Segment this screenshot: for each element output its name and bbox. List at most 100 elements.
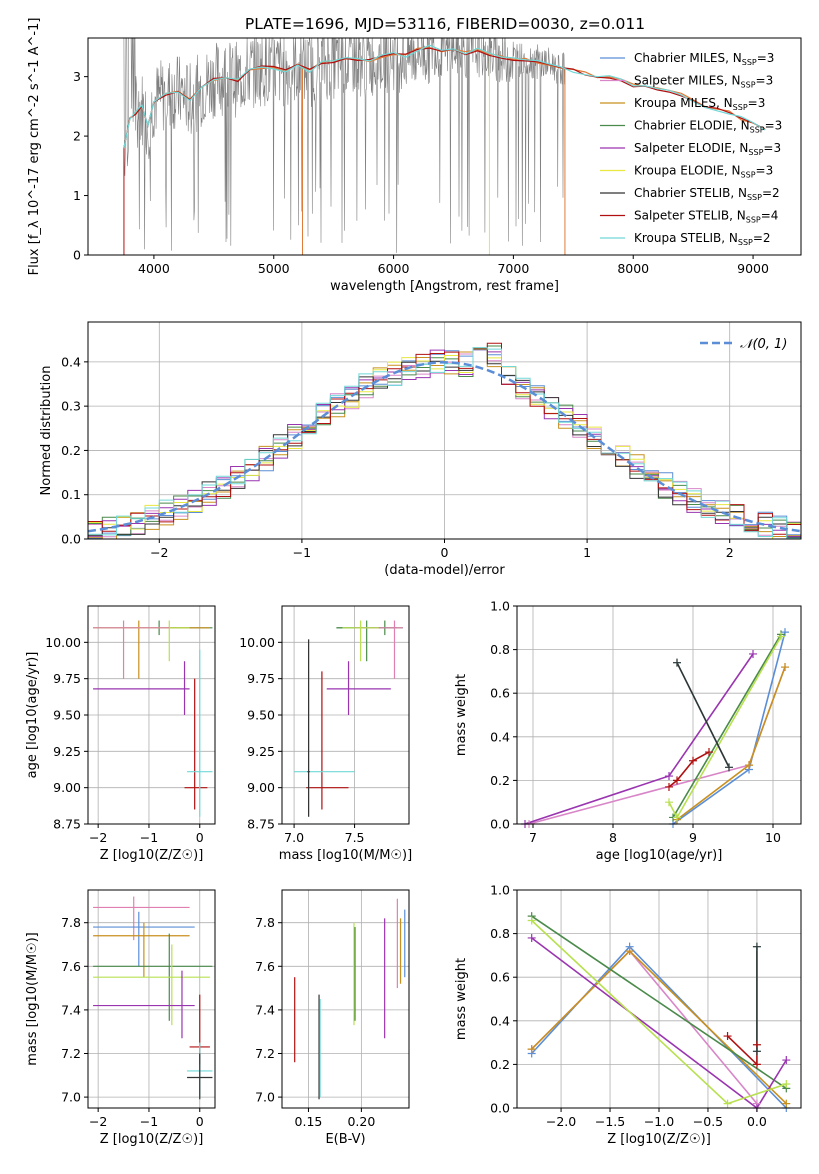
legend-label: Kroupa ELODIE, NSSP=3 [634, 164, 773, 180]
tick-label-y: 0.6 [490, 686, 510, 701]
age-vs-mass-panel: 7.0 7.5 8.75 9.00 9.25 9.50 9.75 10.00 mass [log… [239, 605, 412, 863]
data-marker [781, 663, 789, 672]
tick-label-x: 7000 [497, 261, 529, 276]
plot-area [517, 606, 801, 824]
x-axis-label: E(B-V) [325, 1132, 365, 1147]
data-marker [665, 772, 673, 781]
series-line [528, 666, 786, 824]
tick-label-y: 0.0 [490, 817, 510, 832]
plot-area [282, 606, 409, 824]
age-vs-z-panel: −2 −1 0 8.75 9.00 9.25 9.50 9.75 10.00 Z [log10(Z… [25, 605, 216, 863]
plot-area [88, 890, 215, 1108]
data-marker [527, 1045, 536, 1054]
legend-label: Chabrier STELIB, NSSP=2 [634, 186, 780, 202]
tick-label-x: 4000 [138, 261, 170, 276]
tick-label-y: 9.75 [247, 671, 275, 686]
tick-label-x: 7 [529, 830, 537, 845]
plot-area [517, 890, 801, 1108]
tick-label-x: −1 [293, 545, 311, 560]
data-spectrum-line [123, 38, 566, 253]
data-marker [782, 1099, 791, 1108]
data-marker [782, 1056, 791, 1065]
tick-label-y: 0.6 [490, 970, 510, 985]
axes-frame [281, 889, 410, 1109]
axes-frame [87, 37, 802, 256]
tick-label-y: 3 [73, 69, 81, 84]
data-marker [777, 632, 785, 641]
axes-frame [516, 605, 802, 825]
tick-label-y: 7.4 [255, 1002, 275, 1017]
x-axis-label: (data-model)/error [384, 563, 505, 578]
tick-label-y: 0.8 [490, 642, 510, 657]
x-axis-label: Z [log10(Z/Z☉)] [607, 1132, 711, 1147]
tick-label-x: −2.0 [546, 1114, 576, 1129]
tick-label-y: 10.00 [239, 635, 275, 650]
plot-area [88, 322, 801, 539]
tick-label-y: 0.1 [61, 487, 81, 502]
tick-label-x: 6000 [378, 261, 410, 276]
data-marker [673, 813, 681, 822]
tick-label-x: 0.20 [347, 1114, 375, 1129]
tick-label-y: 7.8 [61, 915, 81, 930]
series-line [676, 662, 730, 768]
data-marker [723, 1032, 732, 1041]
figure-title: PLATE=1696, MJD=53116, FIBERID=0030, z=0… [245, 15, 645, 33]
tick-label-x: 2 [726, 545, 734, 560]
mass-vs-ebv-panel: 0.15 0.20 7.0 7.2 7.4 7.6 7.8 E(B-V) [255, 889, 410, 1147]
tick-label-y: 0.8 [490, 926, 510, 941]
data-marker [723, 1099, 732, 1108]
tick-label-x: 0 [441, 545, 449, 560]
tick-label-y: 7.2 [61, 1046, 81, 1061]
data-marker [752, 1047, 761, 1056]
normal-curve [88, 361, 801, 533]
series-line [531, 949, 758, 1105]
tick-label-x: 5000 [258, 261, 290, 276]
tick-label-y: 9.75 [53, 671, 81, 686]
y-axis-label: Normed distribution [39, 366, 54, 496]
data-marker [625, 947, 634, 956]
x-axis-label: age [log10(age/yr)] [596, 848, 723, 863]
tick-label-y: 9.50 [53, 708, 81, 723]
legend-label: Chabrier ELODIE, NSSP=3 [634, 119, 782, 135]
tick-label-x: 7.5 [345, 830, 365, 845]
tick-label-x: 10 [765, 830, 781, 845]
tick-label-x: 9 [689, 830, 697, 845]
plot-area [282, 890, 409, 1108]
tick-label-x: −1.0 [644, 1114, 674, 1129]
tick-label-x: 1 [583, 545, 591, 560]
data-marker [689, 756, 697, 765]
tick-label-y: 10.00 [45, 635, 81, 650]
x-axis-label: Z [log10(Z/Z☉)] [100, 1132, 204, 1147]
model-spectrum-line [123, 44, 766, 149]
mass-weight-vs-z-panel: −2.0 −1.5 −1.0 −0.5 0.0 0.0 0.2 0.4 0.6 0.8 1.0 Z [… [454, 883, 802, 1147]
tick-label-y: 1 [73, 188, 81, 203]
data-marker [781, 628, 789, 637]
y-axis-label: age [log10(age/yr)] [25, 652, 40, 779]
tick-label-x: −0.5 [693, 1114, 723, 1129]
series-line [531, 915, 787, 1090]
tick-label-y: 0.2 [490, 1057, 510, 1072]
tick-label-x: 0 [196, 830, 204, 845]
data-marker [665, 782, 673, 791]
plot-area [123, 38, 766, 255]
tick-label-x: 0.0 [747, 1114, 767, 1129]
tick-label-y: 8.75 [53, 817, 81, 832]
mass-vs-z-panel: −2 −1 0 7.0 7.2 7.4 7.6 7.8 Z [log10(Z/Z☉)] mass … [25, 889, 216, 1147]
data-marker [782, 1080, 791, 1089]
tick-label-x: −2 [89, 1114, 107, 1129]
data-marker [745, 761, 753, 770]
series-line [672, 633, 782, 818]
data-marker [749, 649, 757, 658]
tick-label-x: 8000 [617, 261, 649, 276]
legend: Chabrier MILES, NSSP=3 Salpeter MILES, NS… [600, 51, 782, 247]
data-marker [673, 776, 681, 785]
tick-label-y: 9.25 [247, 744, 275, 759]
tick-label-x: 8 [609, 830, 617, 845]
legend-label: Salpeter ELODIE, NSSP=3 [634, 141, 781, 157]
tick-label-y: 9.00 [53, 780, 81, 795]
legend-label: Kroupa STELIB, NSSP=2 [634, 231, 771, 247]
y-axis-label: Flux [f_λ 10^-17 erg cm^-2 s^-1 A^-1] [27, 18, 42, 276]
tick-label-y: 9.00 [247, 780, 275, 795]
tick-label-y: 0.3 [61, 399, 81, 414]
tick-label-y: 2 [73, 129, 81, 144]
